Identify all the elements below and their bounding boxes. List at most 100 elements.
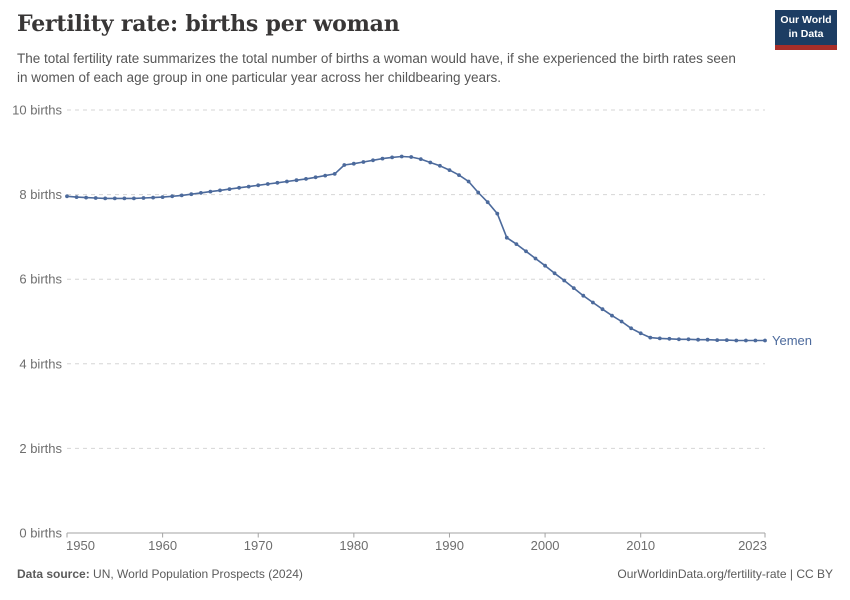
data-source: Data source: UN, World Population Prospe… [17, 567, 303, 581]
data-point [648, 335, 653, 340]
data-point [686, 337, 691, 342]
data-point [275, 180, 280, 185]
data-point [476, 190, 481, 195]
data-point [657, 336, 662, 341]
data-point [571, 286, 576, 290]
x-tick-label: 1960 [148, 538, 177, 553]
y-tick-label: 10 births [12, 103, 62, 118]
data-point [342, 163, 347, 167]
data-point [438, 163, 442, 168]
data-point [141, 196, 146, 200]
data-point [705, 337, 710, 342]
data-point [304, 177, 308, 181]
data-point [332, 172, 337, 176]
owid-url-link[interactable]: OurWorldinData.org/fertility-rate | CC B… [617, 567, 833, 581]
data-point [409, 155, 414, 159]
data-point [543, 263, 547, 268]
data-point [610, 313, 614, 318]
data-point [581, 293, 586, 298]
data-point [237, 185, 242, 190]
data-point [696, 337, 700, 342]
chart-line [66, 155, 766, 342]
data-point [629, 326, 633, 331]
data-source-text: UN, World Population Prospects (2024) [89, 567, 303, 581]
data-point [390, 155, 394, 160]
data-point [380, 156, 385, 161]
data-point [428, 160, 433, 165]
chart-footer: Data source: UN, World Population Prospe… [17, 567, 833, 581]
x-tick-label: 1990 [435, 538, 464, 553]
data-point [763, 338, 767, 343]
data-point [218, 188, 222, 193]
data-point [65, 194, 69, 199]
data-point [399, 154, 404, 159]
data-point [227, 187, 232, 192]
x-tick-label: 1950 [66, 538, 95, 553]
data-point [753, 338, 758, 343]
data-point [734, 338, 739, 343]
data-point [294, 178, 299, 183]
data-point [151, 195, 156, 200]
data-point [418, 157, 423, 162]
data-point [179, 193, 184, 198]
data-point [667, 336, 672, 341]
data-source-label: Data source: [17, 567, 90, 581]
y-tick-label: 2 births [19, 441, 62, 456]
chart-subtitle: The total fertility rate summarizes the … [17, 51, 736, 85]
data-point [715, 338, 720, 342]
data-point [677, 337, 681, 342]
data-point [447, 168, 452, 173]
data-point [562, 278, 567, 283]
data-point [246, 184, 251, 189]
y-tick-label: 8 births [19, 187, 62, 202]
x-tick-label: 1980 [339, 538, 368, 553]
data-point [160, 195, 165, 200]
data-point [744, 338, 748, 343]
data-point [485, 200, 490, 205]
data-point [199, 191, 203, 195]
data-point [524, 249, 528, 254]
y-tick-label: 4 births [19, 356, 62, 371]
data-point [466, 179, 471, 184]
data-point [495, 211, 500, 216]
data-point [313, 175, 318, 180]
data-point [638, 331, 643, 336]
data-point [285, 179, 289, 184]
page-title: Fertility rate: births per woman [17, 11, 400, 37]
data-point [619, 319, 624, 324]
data-point [170, 194, 175, 199]
data-point [103, 196, 108, 201]
data-point [504, 235, 509, 240]
data-point [265, 182, 270, 186]
data-point [351, 161, 356, 166]
data-point [361, 160, 366, 164]
data-point [93, 196, 98, 200]
data-point [591, 300, 595, 305]
owid-logo-line1: Our World [780, 14, 832, 27]
data-point [533, 256, 538, 261]
data-point [132, 196, 136, 201]
data-point [552, 271, 557, 276]
x-tick-label: 2000 [531, 538, 560, 553]
y-tick-label: 6 births [19, 272, 62, 287]
data-point [256, 183, 261, 188]
data-point [600, 307, 605, 312]
series-end-label: Yemen [772, 333, 812, 348]
x-tick-label: 2010 [626, 538, 655, 553]
y-tick-label: 0 births [19, 526, 62, 541]
data-point [208, 189, 213, 194]
x-tick-label: 1970 [244, 538, 273, 553]
data-point [371, 158, 375, 163]
data-point [122, 196, 127, 201]
data-point [74, 195, 79, 200]
x-tick-label: 2023 [738, 538, 767, 553]
data-point [112, 196, 117, 201]
data-point [189, 192, 194, 197]
owid-logo-line2: in Data [788, 27, 824, 40]
owid-logo[interactable]: Our World in Data [775, 10, 837, 50]
data-point [514, 242, 519, 247]
data-point [724, 338, 729, 342]
data-point [84, 195, 88, 200]
